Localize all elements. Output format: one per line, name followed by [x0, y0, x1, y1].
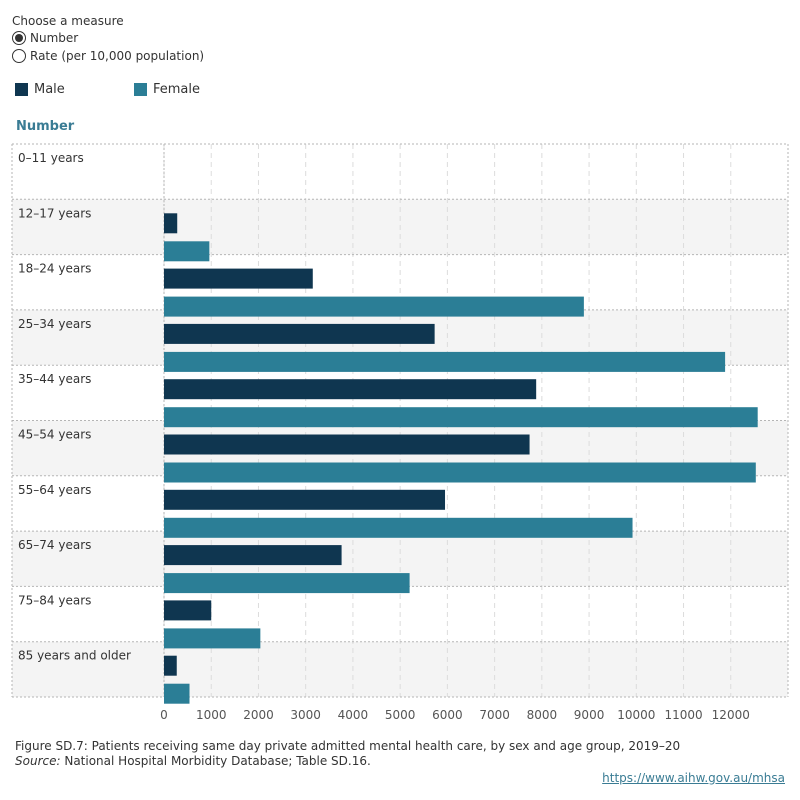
measure-selector-title: Choose a measure	[12, 14, 124, 28]
bar-male-9	[164, 655, 177, 676]
x-tick-label: 2000	[243, 708, 274, 722]
bar-female-8	[164, 628, 261, 649]
category-label: 0–11 years	[18, 151, 84, 165]
x-tick-label: 8000	[527, 708, 558, 722]
radio-button-unselected[interactable]	[12, 49, 26, 63]
bar-male-2	[164, 268, 313, 289]
bar-chart: 0–11 years 12–17 years 18–24 years 25–34 ye…	[11, 143, 789, 722]
bar-female-6	[164, 517, 633, 538]
radio-number[interactable]: Number	[12, 31, 78, 45]
x-tick-label: 9000	[574, 708, 605, 722]
legend-female-label: Female	[153, 82, 201, 97]
bar-female-1	[164, 241, 210, 262]
bar-male-3	[164, 323, 435, 344]
radio-button-selected[interactable]	[12, 31, 26, 45]
category-label: 25–34 years	[18, 317, 91, 331]
figure-caption: Figure SD.7: Patients receiving same day…	[15, 739, 681, 753]
x-tick-label: 1000	[196, 708, 227, 722]
legend-male: Male	[15, 82, 65, 97]
category-label: 12–17 years	[18, 206, 91, 220]
x-tick-label: 4000	[338, 708, 369, 722]
bar-male-8	[164, 600, 212, 621]
aihw-link[interactable]: https://www.aihw.gov.au/mhsa	[602, 771, 785, 785]
bar-male-4	[164, 379, 537, 400]
radio-label-rate: Rate (per 10,000 population)	[30, 49, 205, 63]
legend-male-swatch	[15, 83, 28, 96]
x-tick-label: 6000	[432, 708, 463, 722]
source-label: Source:	[15, 754, 61, 768]
x-tick-label: 12000	[712, 708, 750, 722]
x-tick-label: 7000	[479, 708, 510, 722]
source-text: National Hospital Morbidity Database; Ta…	[60, 754, 371, 768]
measure-heading: Number	[16, 119, 75, 134]
category-label: 65–74 years	[18, 538, 91, 552]
category-label: 45–54 years	[18, 428, 91, 442]
x-tick-label: 5000	[385, 708, 416, 722]
bar-female-9	[164, 683, 190, 704]
bar-female-7	[164, 573, 410, 594]
x-tick-label: 10000	[617, 708, 655, 722]
x-tick-label: 0	[160, 708, 168, 722]
legend-female-swatch	[134, 83, 147, 96]
x-tick-label: 11000	[664, 708, 702, 722]
category-label: 85 years and older	[18, 649, 131, 663]
x-tick-label: 3000	[290, 708, 321, 722]
bar-female-3	[164, 351, 726, 372]
category-label: 35–44 years	[18, 372, 91, 386]
bar-male-5	[164, 434, 530, 455]
category-label: 75–84 years	[18, 593, 91, 607]
bar-male-1	[164, 213, 178, 234]
legend-male-label: Male	[34, 82, 65, 97]
category-label: 55–64 years	[18, 483, 91, 497]
bar-male-7	[164, 545, 342, 566]
bar-female-4	[164, 407, 758, 428]
radio-rate[interactable]: Rate (per 10,000 population)	[12, 49, 204, 63]
bar-female-2	[164, 296, 584, 317]
category-label: 18–24 years	[18, 262, 91, 276]
bar-female-5	[164, 462, 756, 483]
legend-female: Female	[134, 82, 200, 97]
bar-male-6	[164, 489, 446, 510]
radio-label-number: Number	[30, 31, 79, 45]
figure-source: Source: National Hospital Morbidity Data…	[15, 754, 371, 768]
